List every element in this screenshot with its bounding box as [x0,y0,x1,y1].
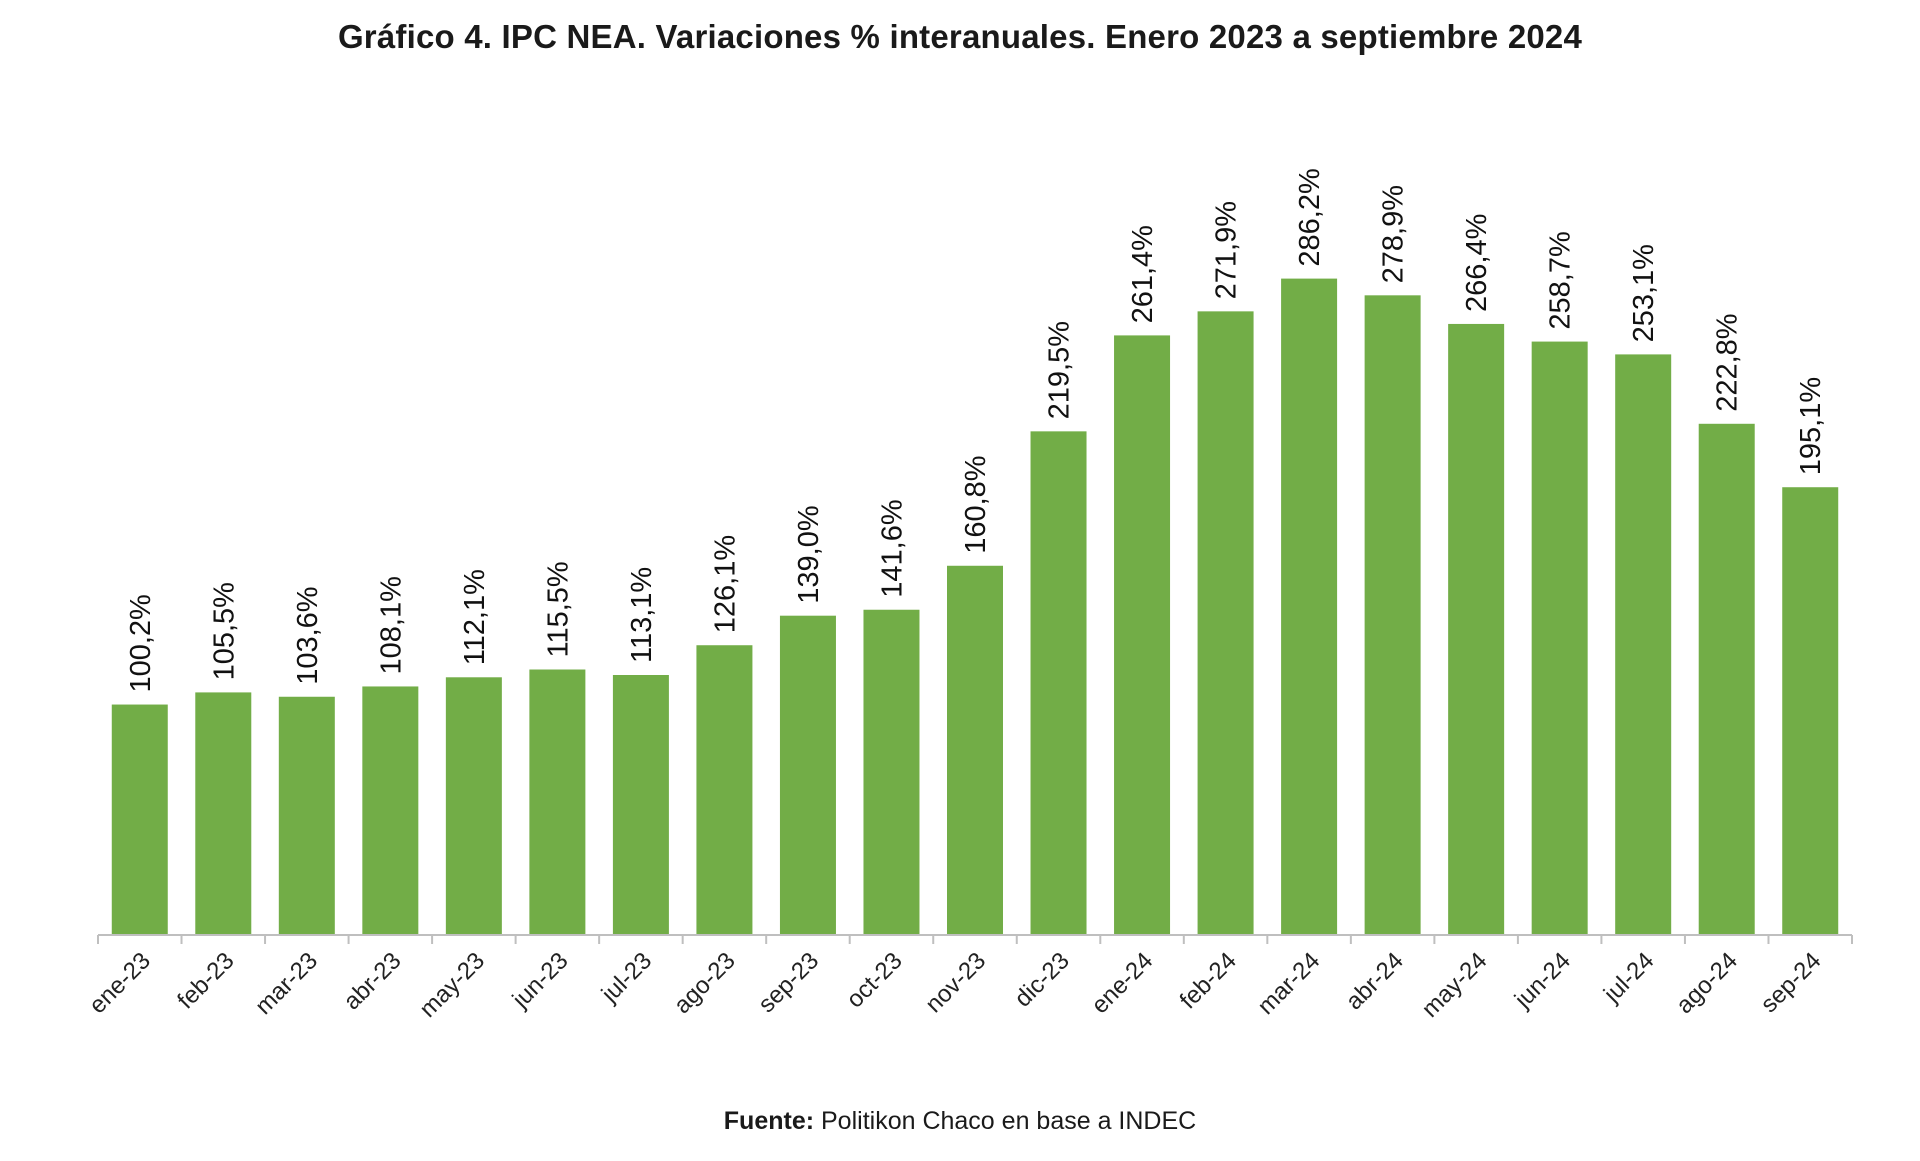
data-label-jun-24: 258,7% [1545,231,1577,329]
bar-abr-24 [1364,295,1421,935]
data-labels-group: 100,2% 105,5% 103,6% 108,1% 112,1% 115,5% 113,… [125,168,1827,692]
bar-oct-23 [863,609,920,934]
data-label-nov-23: 160,8% [960,455,992,553]
bars-group [111,278,1839,935]
data-label-oct-23: 141,6% [876,499,908,597]
data-label-jun-23: 115,5% [542,561,574,657]
data-label-feb-24: 271,9% [1211,201,1243,299]
data-label-may-24: 266,4% [1461,214,1493,312]
data-label-ago-23: 126,1% [709,535,741,633]
x-tick-label-sep-23: sep-23 [753,947,824,1018]
bar-dic-23 [1030,431,1087,934]
source-label: Fuente: [723,1107,815,1135]
x-tick-label-ene-23: ene-23 [84,947,156,1019]
bar-sep-23 [779,615,836,934]
x-tick-label-may-24: may-24 [1417,947,1493,1023]
bar-may-24 [1448,323,1505,935]
data-label-ene-23: 100,2% [125,594,157,692]
data-label-abr-23: 108,1% [375,576,407,674]
x-tick-label-may-23: may-23 [414,947,490,1023]
bar-sep-24 [1782,487,1839,934]
x-tick-label-sep-24: sep-24 [1755,947,1826,1018]
source-text: Politikon Chaco en base a INDEC [814,1107,1197,1135]
x-tick-label-oct-23: oct-23 [841,947,907,1013]
data-label-mar-24: 286,2% [1294,168,1326,266]
x-tick-label-feb-23: feb-23 [172,947,239,1014]
bar-feb-23 [195,692,252,934]
x-tick-labels-group: ene-23 feb-23 mar-23 abr-23 may-23 jun-23 jul-… [84,947,1826,1023]
x-tick-label-abr-24: abr-24 [1341,947,1409,1015]
x-tick-label-nov-23: nov-23 [920,947,991,1018]
data-label-ene-24: 261,4% [1127,225,1159,323]
bar-jun-24 [1531,341,1588,934]
bar-ago-24 [1698,423,1755,934]
x-tick-label-dic-23: dic-23 [1009,947,1074,1012]
data-label-sep-24: 195,1% [1795,377,1827,475]
x-tick-label-mar-24: mar-24 [1252,947,1325,1020]
data-label-jul-24: 253,1% [1628,244,1660,342]
x-tick-label-mar-23: mar-23 [250,947,323,1020]
data-label-dic-23: 219,5% [1044,321,1076,419]
bar-mar-23 [278,696,335,934]
data-label-jul-23: 113,1% [626,567,658,663]
x-tick-label-ene-24: ene-24 [1086,947,1158,1019]
x-tick-label-ago-23: ago-23 [669,947,741,1019]
x-tick-label-jun-24: jun-24 [1509,947,1576,1014]
data-label-feb-23: 105,5% [208,582,240,680]
data-label-sep-23: 139,0% [793,505,825,603]
x-tick-label-ago-24: ago-24 [1671,947,1743,1019]
bar-nov-23 [947,565,1003,934]
bar-ene-24 [1114,335,1171,934]
bar-ago-23 [696,645,753,934]
bar-abr-23 [362,686,419,934]
bar-feb-24 [1197,311,1254,934]
chart-source: Fuente: Politikon Chaco en base a INDEC [0,1107,1920,1136]
x-tick-label-jul-23: jul-23 [596,947,657,1008]
bar-jul-24 [1615,354,1672,934]
bar-ene-23 [111,704,168,934]
bar-jun-23 [529,669,586,934]
bar-mar-24 [1281,278,1338,934]
data-label-may-23: 112,1% [459,569,491,665]
data-label-mar-23: 103,6% [292,586,324,684]
x-tick-label-abr-23: abr-23 [338,947,406,1015]
x-tick-label-jun-23: jun-23 [507,947,574,1014]
chart-title: Gráfico 4. IPC NEA. Variaciones % intera… [337,18,1583,55]
x-tick-label-jul-24: jul-24 [1598,947,1659,1008]
x-tick-label-feb-24: feb-24 [1175,947,1242,1014]
data-label-ago-24: 222,8% [1712,313,1744,411]
data-label-abr-24: 278,9% [1378,185,1410,283]
x-ticks-group [97,935,1853,944]
bar-may-23 [445,677,502,934]
bar-jul-23 [612,675,669,934]
